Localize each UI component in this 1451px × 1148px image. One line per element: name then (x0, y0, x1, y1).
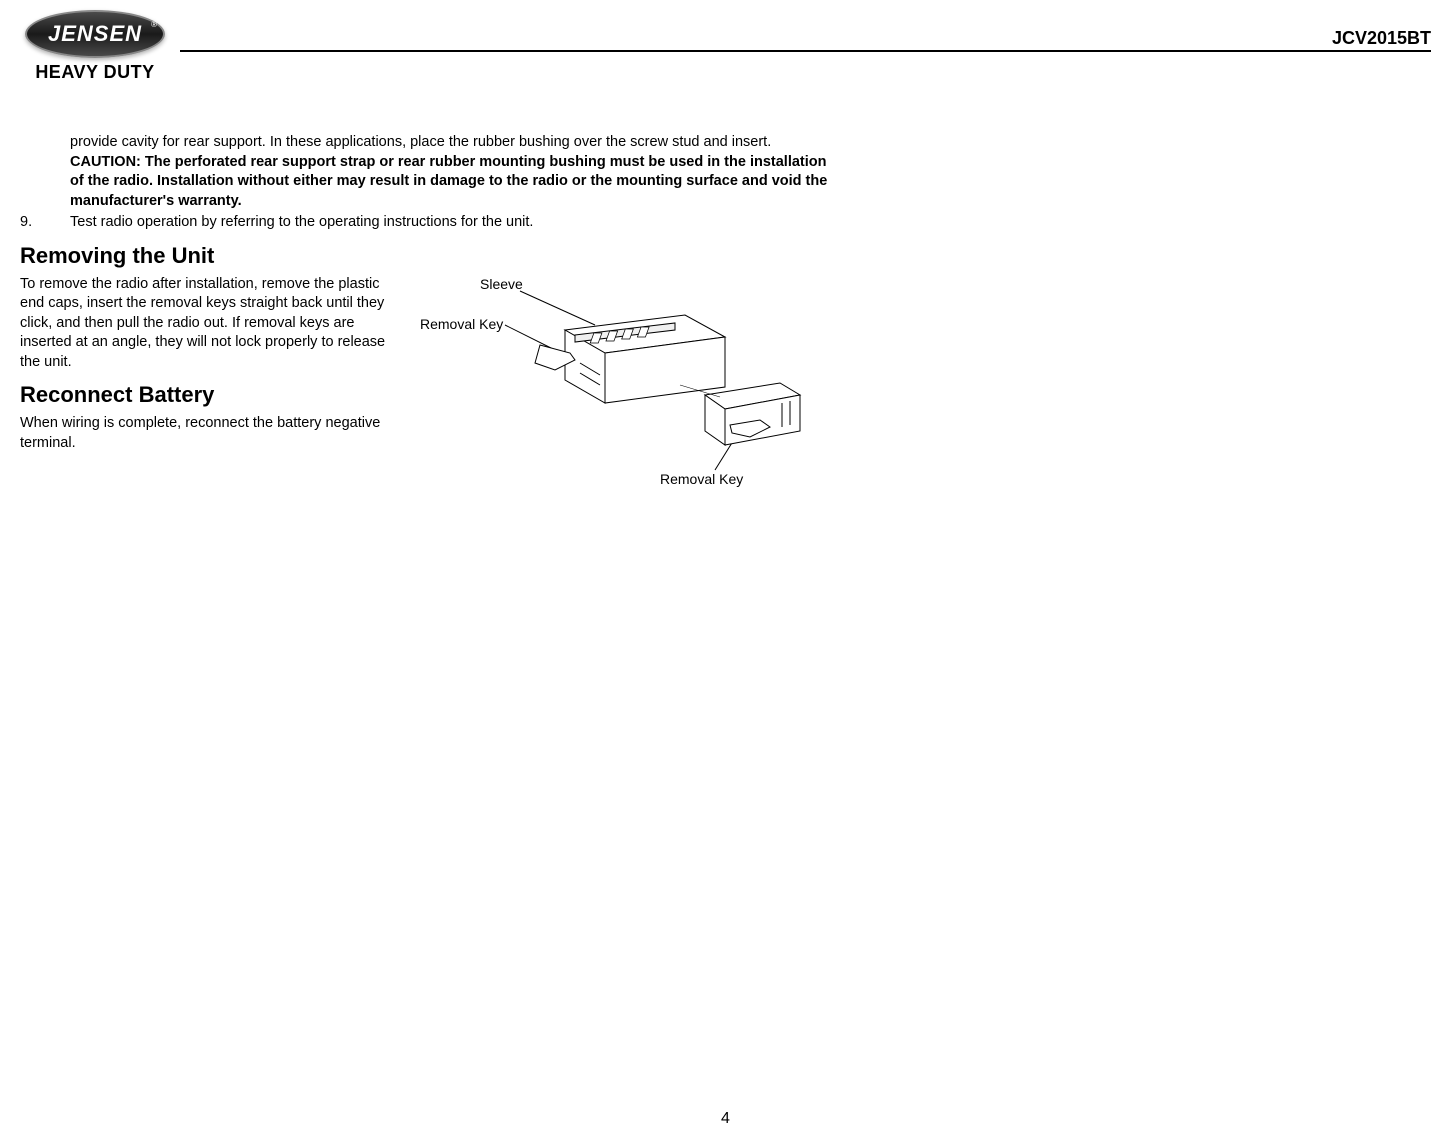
removal-diagram: Sleeve Removal Key Removal Key (420, 275, 830, 505)
removing-unit-section: To remove the radio after installation, … (20, 275, 830, 505)
removal-diagram-svg (420, 275, 830, 505)
removing-unit-heading: Removing the Unit (20, 241, 830, 271)
brand-subtitle: HEAVY DUTY (20, 62, 170, 83)
step-9-text: Test radio operation by referring to the… (70, 213, 533, 233)
page-header: JENSEN ® HEAVY DUTY JCV2015BT (20, 10, 1431, 83)
removing-unit-text: To remove the radio after installation, … (20, 275, 406, 373)
reconnect-battery-heading: Reconnect Battery (20, 380, 406, 410)
continued-text: provide cavity for rear support. In thes… (70, 133, 830, 153)
model-number: JCV2015BT (180, 10, 1431, 52)
page-number: 4 (721, 1110, 730, 1128)
brand-registered-mark: ® (151, 20, 157, 29)
brand-name: JENSEN (48, 21, 142, 47)
diagram-label-sleeve: Sleeve (480, 275, 523, 294)
reconnect-battery-text: When wiring is complete, reconnect the b… (20, 414, 406, 453)
diagram-label-removal-key-bottom: Removal Key (660, 470, 743, 489)
left-text-column: To remove the radio after installation, … (20, 275, 406, 454)
step-9-number: 9. (20, 213, 40, 233)
continued-paragraph-block: provide cavity for rear support. In thes… (70, 133, 830, 211)
diagram-label-removal-key-top: Removal Key (420, 315, 503, 334)
brand-logo-oval: JENSEN ® (25, 10, 165, 58)
step-9: 9. Test radio operation by referring to … (20, 213, 830, 233)
brand-logo-block: JENSEN ® HEAVY DUTY (20, 10, 170, 83)
main-content: provide cavity for rear support. In thes… (20, 133, 830, 505)
caution-text: CAUTION: The perforated rear support str… (70, 153, 830, 212)
